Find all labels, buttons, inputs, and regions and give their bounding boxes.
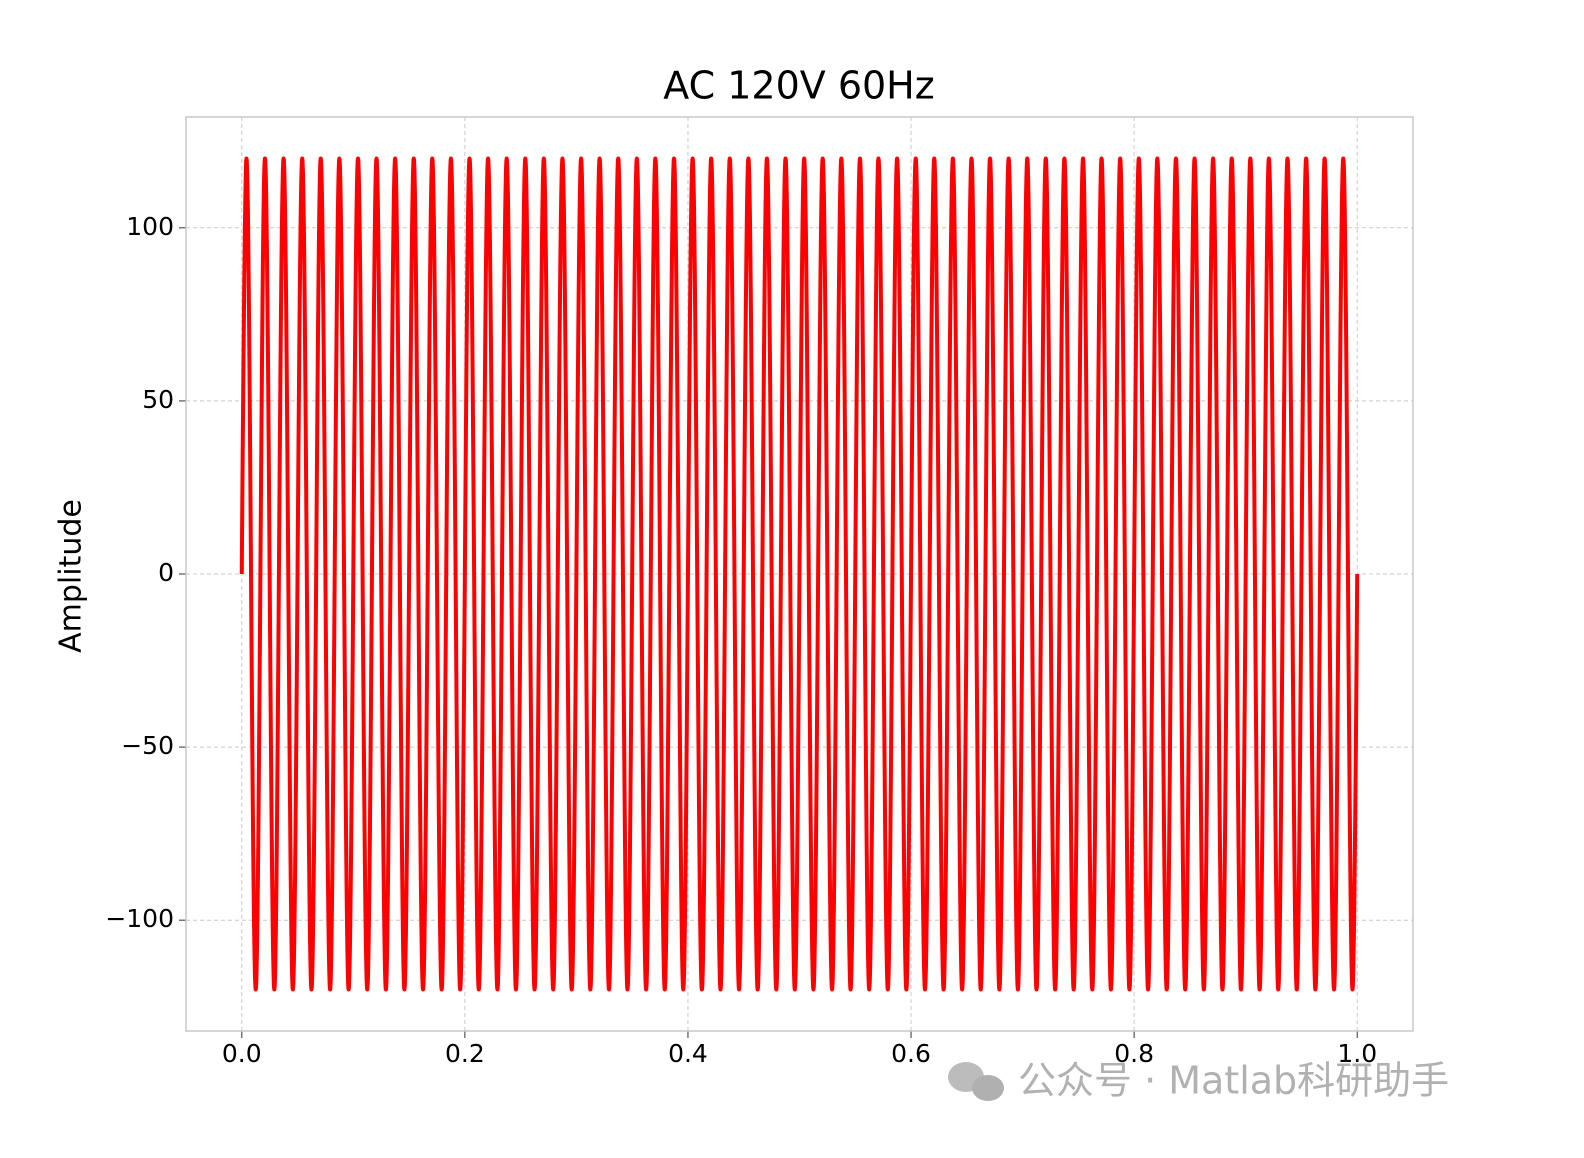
y-tick-label: −50 (121, 731, 174, 760)
watermark: 公众号 · Matlab科研助手 (1018, 1059, 1449, 1103)
plot-frame (185, 116, 1414, 1032)
x-tick-label: 0.6 (891, 1039, 931, 1068)
y-tick-label: 0 (158, 558, 174, 587)
watermark-icon (972, 1075, 1004, 1101)
x-tick-label: 0.0 (222, 1039, 262, 1068)
y-tick-label: 100 (126, 212, 174, 241)
chart-title: AC 120V 60Hz (663, 64, 934, 108)
y-tick-label: 50 (142, 385, 174, 414)
x-tick-label: 0.4 (668, 1039, 708, 1068)
x-tick-label: 0.2 (445, 1039, 485, 1068)
watermark-group: 公众号 · Matlab科研助手 (948, 1059, 1449, 1103)
data-line (239, 156, 1360, 992)
y-tick-label: −100 (105, 904, 174, 933)
x-tick-label: 0.8 (1114, 1039, 1154, 1068)
x-tick-label: 1.0 (1337, 1039, 1377, 1068)
y-axis-label: Amplitude (54, 499, 89, 653)
